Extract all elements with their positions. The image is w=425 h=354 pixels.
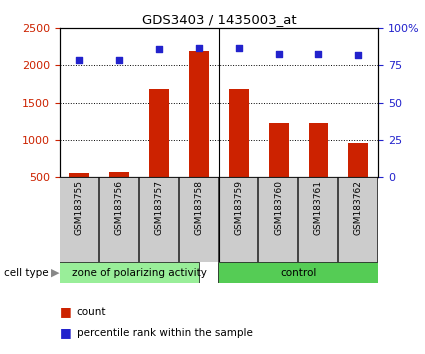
Text: percentile rank within the sample: percentile rank within the sample: [76, 328, 252, 338]
Bar: [229, 89, 249, 177]
Title: GDS3403 / 1435003_at: GDS3403 / 1435003_at: [142, 13, 296, 26]
Text: GSM183755: GSM183755: [75, 181, 84, 235]
Bar: [178, 177, 218, 262]
Text: GSM183756: GSM183756: [115, 181, 124, 235]
Bar: [40, 262, 199, 283]
Bar: [189, 51, 209, 177]
Text: GSM183760: GSM183760: [274, 181, 283, 235]
Bar: [218, 177, 258, 262]
Text: GSM183757: GSM183757: [155, 181, 164, 235]
Text: GSM183758: GSM183758: [195, 181, 204, 235]
Bar: [298, 177, 337, 262]
Text: GSM183762: GSM183762: [354, 181, 363, 235]
Point: [355, 52, 362, 58]
Text: GSM183759: GSM183759: [234, 181, 243, 235]
Point: [275, 51, 282, 56]
Point: [196, 45, 202, 51]
Point: [156, 46, 162, 52]
Point: [315, 51, 322, 56]
Text: zone of polarizing activity: zone of polarizing activity: [72, 268, 207, 278]
Bar: [338, 177, 377, 262]
Text: count: count: [76, 307, 106, 316]
Bar: [269, 124, 289, 177]
Bar: [109, 172, 129, 177]
Text: GSM183761: GSM183761: [314, 181, 323, 235]
Point: [116, 57, 123, 62]
Text: ▶: ▶: [51, 268, 60, 278]
Bar: [139, 177, 178, 262]
Bar: [348, 143, 368, 177]
Bar: [149, 89, 169, 177]
Text: ■: ■: [60, 326, 71, 339]
Bar: [59, 177, 98, 262]
Point: [76, 57, 83, 62]
Text: ■: ■: [60, 305, 71, 318]
Point: [235, 45, 242, 51]
Bar: [218, 262, 378, 283]
Text: cell type: cell type: [4, 268, 49, 278]
Bar: [99, 177, 138, 262]
Text: control: control: [280, 268, 317, 278]
Bar: [309, 124, 329, 177]
Bar: [258, 177, 297, 262]
Bar: [69, 172, 89, 177]
